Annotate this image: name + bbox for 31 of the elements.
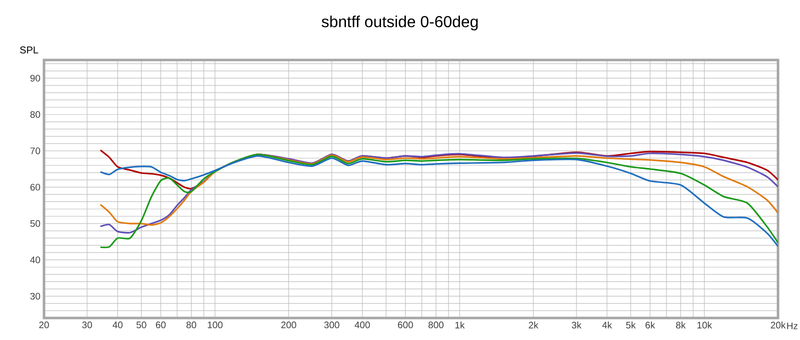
chart-title: sbntff outside 0-60deg [322,16,478,30]
x-tick-label: 1k [455,322,465,328]
x-tick-label: 400 [354,322,370,328]
x-tick-label: 2k [528,322,538,328]
y-tick-label: 70 [30,148,40,154]
x-tick-label: 300 [324,322,340,328]
x-tick-label: 5k [626,322,636,328]
x-tick-label: 8k [676,322,686,328]
x-tick-label: 800 [428,322,444,328]
x-tick-label: 3k [572,322,582,328]
x-tick-label: 60 [156,322,166,328]
x-tick-label: 20k [770,322,786,328]
y-tick-label: 30 [30,292,40,300]
x-tick-label: 30 [82,322,92,328]
y-tick-label: 60 [30,184,40,191]
x-tick-label: 20 [39,322,49,328]
y-tick-label: 40 [30,256,40,264]
x-axis-title: Hz [787,322,798,330]
x-tick-label: 10k [697,322,712,328]
x-tick-label: 600 [398,322,413,328]
x-tick-label: 100 [208,322,223,328]
x-tick-label: 40 [112,322,123,328]
x-tick-label: 6k [646,322,656,328]
x-tick-label: 50 [136,322,146,328]
y-tick-label: 50 [30,220,40,227]
x-tick-label: 4k [602,322,612,328]
x-tick-label: 80 [186,322,196,328]
y-tick-label: 90 [30,74,40,82]
x-tick-label: 200 [281,322,296,328]
y-axis-title: SPL [20,46,38,54]
y-tick-label: 80 [30,111,40,118]
